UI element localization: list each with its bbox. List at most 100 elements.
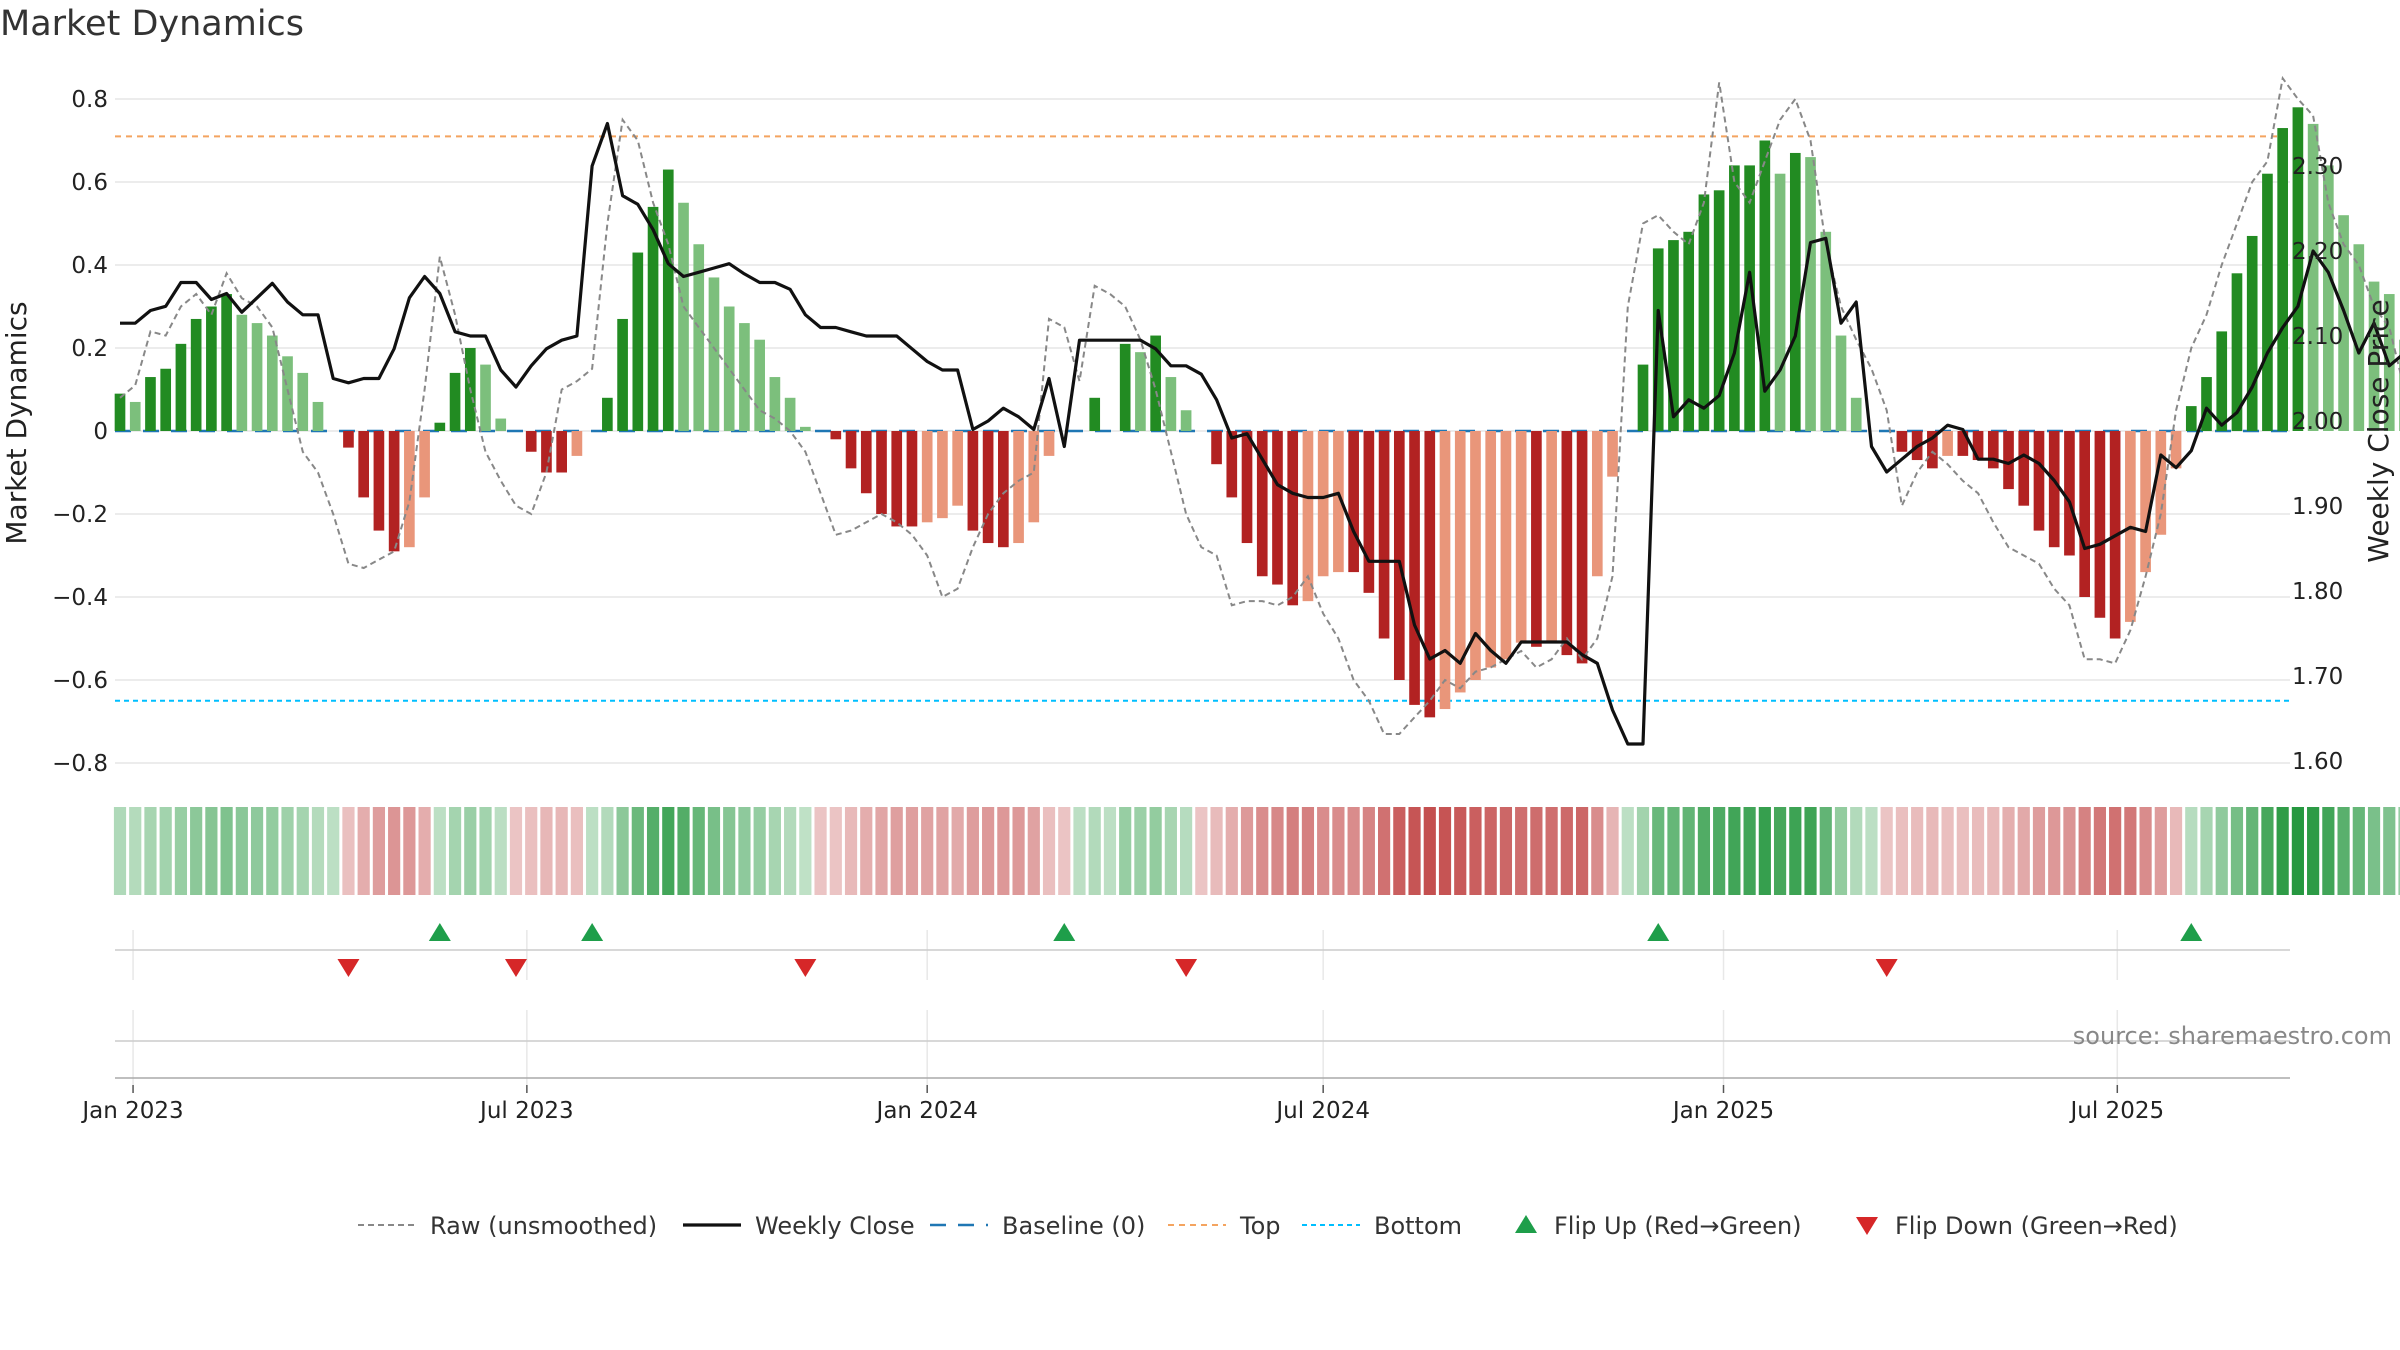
- dynamics-bar: [1119, 343, 1131, 431]
- dynamics-bar: [358, 431, 370, 498]
- heat-cell: [1103, 807, 1117, 895]
- y-left-tick-label: −0.6: [52, 668, 108, 694]
- heat-cell: [1743, 807, 1756, 895]
- heat-cell: [1164, 807, 1177, 895]
- dynamics-bar: [2048, 431, 2060, 548]
- heat-cell: [540, 807, 553, 895]
- legend-label: Flip Down (Green→Red): [1895, 1212, 2178, 1240]
- heat-cell: [2063, 807, 2076, 895]
- heat-cell: [1012, 807, 1025, 895]
- dynamics-bar: [2140, 431, 2151, 573]
- heat-cell: [2002, 807, 2015, 895]
- heat-cell: [1149, 807, 1162, 895]
- heat-cell: [723, 807, 736, 895]
- dynamics-bar: [266, 335, 278, 431]
- dynamics-bar: [1439, 431, 1451, 710]
- heat-cell: [220, 807, 233, 895]
- dynamics-bar: [1713, 190, 1725, 431]
- heat-cell: [1515, 807, 1528, 895]
- heat-cell: [631, 807, 644, 895]
- heat-cell: [357, 807, 370, 895]
- heat-cell: [1911, 807, 1924, 895]
- dynamics-bar: [373, 431, 385, 531]
- dynamics-bar: [206, 306, 217, 431]
- dynamics-bar: [1835, 335, 1847, 431]
- heat-cell: [1073, 807, 1086, 895]
- heat-cell: [860, 807, 873, 895]
- dynamics-bar: [1135, 352, 1146, 431]
- dynamics-bar: [2216, 331, 2228, 431]
- heat-cell: [1271, 807, 1284, 895]
- dynamics-bar: [1683, 231, 1695, 431]
- dynamics-bar: [1348, 431, 1359, 573]
- heat-cell: [1225, 807, 1238, 895]
- heat-cell: [129, 807, 142, 895]
- heat-cell: [1713, 807, 1726, 895]
- dynamics-bar: [343, 431, 354, 448]
- heat-cell: [1042, 807, 1056, 895]
- dynamics-bar: [1409, 431, 1420, 705]
- heat-cell: [1956, 807, 1969, 895]
- dynamics-bar: [1485, 431, 1497, 668]
- dynamics-bar: [723, 306, 735, 431]
- dynamics-bar: [830, 431, 842, 440]
- heat-cell: [144, 807, 157, 895]
- heat-cell: [1865, 807, 1878, 895]
- dynamics-bar: [2185, 406, 2197, 431]
- legend-label: Top: [1239, 1212, 1281, 1240]
- heat-cell: [1438, 807, 1452, 895]
- dynamics-bar: [541, 431, 552, 473]
- heat-cell: [1880, 807, 1893, 895]
- heat-cell: [1728, 807, 1741, 895]
- heat-cell: [814, 807, 827, 895]
- heat-cell: [2383, 807, 2396, 895]
- heat-cell: [2261, 807, 2274, 895]
- dynamics-bar: [449, 372, 461, 431]
- dynamics-bar: [632, 252, 644, 431]
- dynamics-bar: [2094, 431, 2106, 618]
- y-right-tick-label: 1.70: [2292, 664, 2343, 690]
- heat-cell: [662, 807, 675, 895]
- dynamics-bar: [1333, 431, 1344, 573]
- dynamics-bar: [556, 431, 568, 473]
- heat-cell: [250, 807, 264, 895]
- dynamics-bar: [1561, 431, 1573, 656]
- heat-cell: [1332, 807, 1345, 895]
- dynamics-bar: [800, 426, 811, 431]
- y-left-tick-label: 0: [93, 419, 108, 445]
- dynamics-bar: [2003, 431, 2014, 490]
- dynamics-bar: [1637, 364, 1649, 431]
- dynamics-bar: [1729, 165, 1740, 431]
- heat-cell: [2154, 807, 2167, 895]
- heat-cell: [951, 807, 964, 895]
- heat-cell: [1362, 807, 1375, 895]
- dynamics-bar: [1378, 431, 1390, 639]
- heat-cell: [296, 807, 309, 895]
- dynamics-bar: [1180, 410, 1192, 431]
- dynamics-bar: [1789, 152, 1801, 431]
- x-tick-label: Jan 2024: [875, 1098, 978, 1124]
- dynamics-bar: [1500, 431, 1512, 660]
- heat-cell: [1682, 807, 1695, 895]
- dynamics-bar: [1424, 431, 1436, 718]
- dynamics-bar: [1820, 231, 1832, 431]
- dynamics-bar: [145, 377, 156, 431]
- dynamics-bar: [1470, 431, 1481, 680]
- heat-cell: [159, 807, 172, 895]
- y-right-tick-label: 2.30: [2292, 154, 2343, 180]
- dynamics-bar: [1576, 431, 1588, 664]
- threshold-layer: [115, 135, 2290, 702]
- heat-cell: [1971, 807, 1985, 895]
- heat-cell: [1240, 807, 1254, 895]
- heat-cell: [2352, 807, 2365, 895]
- y-left-tick-label: 0.8: [71, 87, 108, 113]
- legend-label: Baseline (0): [1002, 1212, 1145, 1240]
- weekly-close-line: [120, 121, 2400, 746]
- dynamics-bar: [2079, 431, 2091, 597]
- heat-cell: [1621, 807, 1634, 895]
- dynamics-bar: [1256, 431, 1268, 577]
- flip-up-marker: [1053, 923, 1076, 941]
- legend-label: Bottom: [1374, 1212, 1462, 1240]
- dynamics-bar: [114, 393, 126, 431]
- heat-cell: [1454, 807, 1467, 895]
